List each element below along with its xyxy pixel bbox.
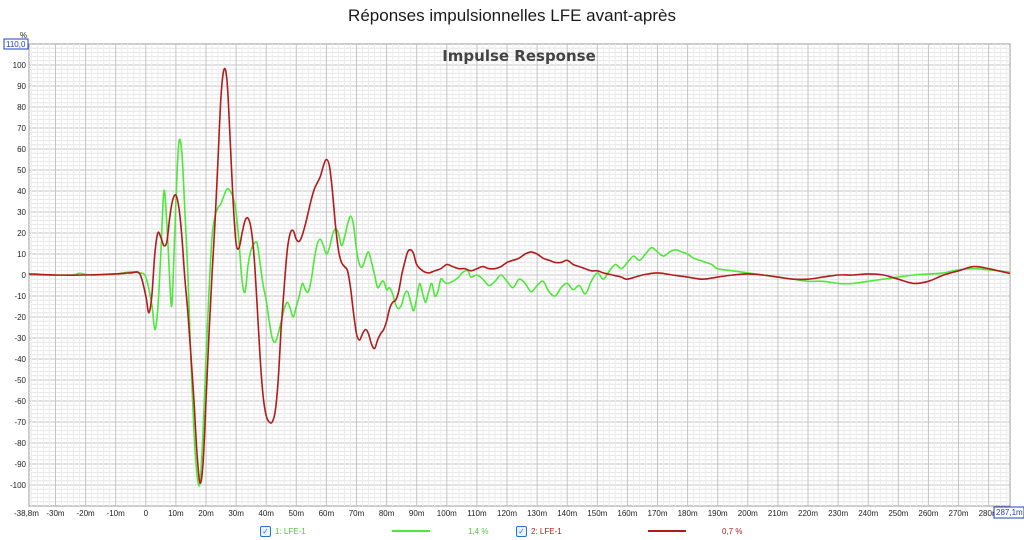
x-tick-label: 140m <box>557 509 577 518</box>
series-line-2 <box>28 67 1011 484</box>
x-tick-label: 240m <box>858 509 878 518</box>
legend-item-series-1[interactable]: ✓ 1: LFE-1 <box>260 525 306 537</box>
x-axis-ticks: -38,8m -30m -20m -10m 0 10m 20m 30m 40m 50m 60m 70m… <box>14 509 999 518</box>
x-tick-label: 20m <box>198 509 214 518</box>
legend-item-series-2[interactable]: ✓ 2: LFE-1 <box>516 525 562 537</box>
x-tick-label: 170m <box>648 509 668 518</box>
series-2-checkbox[interactable]: ✓ <box>516 525 527 537</box>
x-tick-label: 60m <box>319 509 335 518</box>
x-tick-label: 0 <box>144 509 149 518</box>
x-tick-label: 30m <box>228 509 244 518</box>
y-tick-label: 10 <box>17 250 26 259</box>
y-tick-label: 20 <box>17 229 26 238</box>
series-2-name: 2: LFE-1 <box>531 526 562 536</box>
x-tick-label: 100m <box>437 509 457 518</box>
x-tick-label: -30m <box>46 509 65 518</box>
y-tick-label: 60 <box>17 145 26 154</box>
series-1-swatch <box>392 530 430 532</box>
y-tick-label: 0 <box>22 271 27 280</box>
series-2-swatch <box>648 530 686 532</box>
x-tick-label: 50m <box>289 509 305 518</box>
x-tick-label: 80m <box>379 509 395 518</box>
x-tick-label: 220m <box>798 509 818 518</box>
series-1-value: 1,4 % <box>468 526 489 536</box>
y-tick-label: 40 <box>17 187 26 196</box>
legend: ✓ 1: LFE-1 1,4 % ✓ 2: LFE-1 0,7 % <box>0 525 1024 539</box>
y-max-box[interactable] <box>3 38 29 50</box>
y-tick-label: -50 <box>14 376 26 385</box>
x-end-label[interactable]: 287,1m <box>996 508 1023 517</box>
x-tick-label: 280m <box>979 509 999 518</box>
x-tick-label: 10m <box>168 509 184 518</box>
series-line-1 <box>28 138 1011 487</box>
x-tick-label: 200m <box>738 509 758 518</box>
x-end-box[interactable] <box>993 506 1024 519</box>
series-2-value: 0,7 % <box>722 526 743 536</box>
y-tick-label: -30 <box>14 334 26 343</box>
y-tick-label: 100 <box>13 61 27 70</box>
page-title: Réponses impulsionnelles LFE avant-après <box>348 6 676 25</box>
x-tick-label: 70m <box>349 509 365 518</box>
y-tick-label: 30 <box>17 208 26 217</box>
x-tick-label: 210m <box>768 509 788 518</box>
y-tick-label: -100 <box>10 481 27 490</box>
x-tick-label: -38,8m <box>14 509 39 518</box>
x-tick-label: 160m <box>617 509 637 518</box>
y-tick-label: -10 <box>14 292 26 301</box>
y-tick-label: 50 <box>17 166 26 175</box>
x-tick-label: 150m <box>587 509 607 518</box>
y-tick-label: -60 <box>14 397 26 406</box>
x-tick-label: 130m <box>527 509 547 518</box>
y-axis-unit: % <box>20 31 27 40</box>
y-tick-label: -20 <box>14 313 26 322</box>
chart-title: Impulse Response <box>442 47 596 65</box>
x-tick-label: -20m <box>76 509 95 518</box>
y-tick-label: -70 <box>14 418 26 427</box>
y-axis-ticks: 1009080706050403020100-10-20-30-40-50-60… <box>10 61 27 490</box>
x-tick-label: 270m <box>949 509 969 518</box>
x-tick-label: 40m <box>258 509 274 518</box>
x-tick-label: 110m <box>467 509 487 518</box>
x-tick-label: 120m <box>497 509 517 518</box>
x-tick-label: 230m <box>828 509 848 518</box>
series-1-checkbox[interactable]: ✓ <box>260 525 271 537</box>
grid <box>29 44 1010 506</box>
series-group <box>28 67 1011 487</box>
y-max-label[interactable]: 110,0 <box>6 40 26 49</box>
x-tick-label: 180m <box>678 509 698 518</box>
x-tick-label: 190m <box>708 509 728 518</box>
x-tick-label: 90m <box>409 509 425 518</box>
y-tick-label: -40 <box>14 355 26 364</box>
x-tick-label: -10m <box>107 509 126 518</box>
y-tick-label: 90 <box>17 82 26 91</box>
y-tick-label: 70 <box>17 124 26 133</box>
y-tick-label: -80 <box>14 439 26 448</box>
y-tick-label: 80 <box>17 103 26 112</box>
x-tick-label: 260m <box>918 509 938 518</box>
x-tick-label: 250m <box>888 509 908 518</box>
y-tick-label: -90 <box>14 460 26 469</box>
series-1-name: 1: LFE-1 <box>275 526 306 536</box>
